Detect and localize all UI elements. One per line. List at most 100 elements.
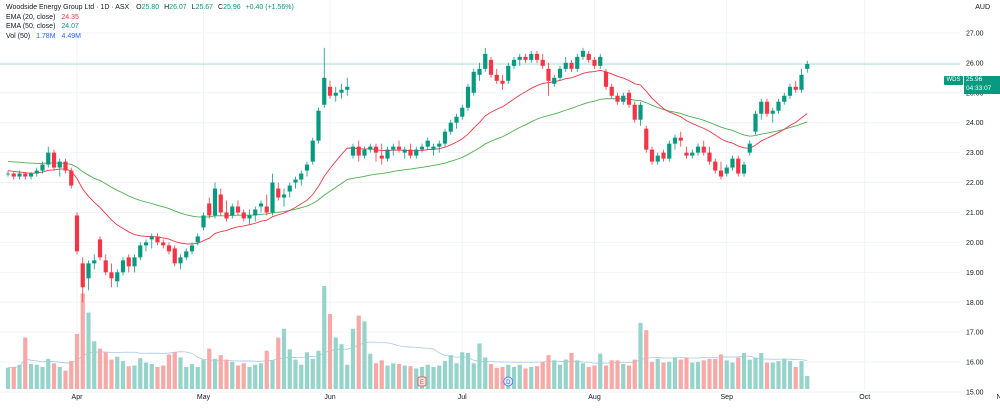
legend-ema20-row[interactable]: EMA (20, close) 24.35	[6, 13, 294, 23]
volume-bar	[299, 364, 304, 389]
candle-body	[80, 263, 85, 288]
candle-body	[419, 146, 425, 150]
candle	[465, 83, 471, 111]
legend-ema50-row[interactable]: EMA (50, close) 24.07	[6, 22, 294, 32]
candle	[477, 62, 482, 81]
candle	[586, 50, 591, 63]
candle-body	[362, 149, 367, 156]
price-tick-label: 16.00	[966, 360, 984, 367]
volume-bar	[655, 358, 660, 389]
candle	[172, 245, 177, 267]
currency-label[interactable]: AUD	[975, 4, 990, 11]
candle-body	[546, 68, 551, 81]
candle	[40, 161, 45, 174]
volume-bar	[621, 364, 626, 389]
event-marker-e[interactable]: E	[417, 376, 427, 387]
volume-bar	[649, 361, 655, 389]
volume-bar	[391, 363, 396, 389]
candle-body	[270, 182, 275, 213]
volume-bar	[632, 359, 637, 389]
volume-bar	[764, 362, 770, 389]
legend-volume-row[interactable]: Vol (50) 1.78M 4.49M	[6, 32, 294, 42]
candle-body	[626, 92, 632, 105]
candle-body	[5, 173, 11, 175]
candle-body	[97, 239, 103, 258]
candle-body	[552, 77, 557, 84]
candle-body	[557, 68, 563, 78]
ema50-line	[7, 98, 808, 218]
volume-bar	[667, 361, 672, 389]
volume-bar	[304, 352, 310, 389]
volume-bar	[540, 361, 545, 389]
candle-body	[103, 260, 108, 273]
open-label: O	[136, 4, 142, 11]
volume-bar	[212, 358, 218, 389]
candle-body	[379, 155, 384, 159]
ema20-line	[7, 69, 808, 245]
volume-bar	[86, 312, 91, 389]
candle-body	[425, 140, 430, 147]
volume-ma-value: 4.49M	[61, 32, 81, 40]
candle	[517, 53, 522, 66]
chart-legend: Woodside Energy Group Ltd · 1D · ASX O 25…	[6, 3, 294, 41]
candle	[241, 209, 246, 222]
candle-body	[506, 65, 511, 81]
candle	[701, 140, 706, 156]
volume-bar	[34, 364, 39, 389]
volume-bar	[678, 359, 683, 389]
volume-bar	[672, 357, 678, 389]
volume-bar	[281, 328, 287, 389]
volume-bar	[132, 365, 137, 389]
candle	[138, 242, 143, 261]
volume-bar	[644, 330, 649, 389]
candle	[74, 212, 80, 255]
candle	[281, 188, 287, 207]
price-tick-label: 15.00	[966, 390, 984, 397]
volume-bar	[322, 286, 327, 389]
candle-body	[92, 260, 97, 264]
candle	[753, 110, 758, 135]
candle-body	[28, 173, 34, 177]
volume-bar	[172, 352, 177, 389]
candle-body	[115, 272, 120, 282]
symbol-title: Woodside Energy Group Ltd · 1D · ASX	[6, 4, 130, 11]
volume-bar	[264, 350, 269, 389]
event-marker-d[interactable]: D	[503, 376, 514, 387]
close-label: C	[218, 4, 224, 11]
candle-body	[483, 53, 488, 69]
candle-body	[310, 140, 315, 162]
candle	[230, 203, 235, 219]
candle	[132, 254, 137, 273]
candle	[11, 172, 16, 180]
candle-body	[471, 71, 476, 93]
candle	[540, 53, 545, 69]
volume-bar	[460, 352, 465, 389]
candle-body	[540, 59, 545, 66]
candle-body	[638, 104, 643, 120]
candle-body	[143, 242, 149, 246]
candle	[529, 50, 534, 63]
candle	[379, 143, 384, 165]
candle	[304, 161, 310, 177]
volume-bar	[149, 364, 154, 389]
candle	[17, 170, 22, 180]
candle-body	[299, 173, 304, 180]
candle	[333, 86, 338, 102]
candle-body	[402, 149, 407, 153]
candle-body	[621, 95, 626, 102]
volume-bar	[615, 360, 620, 389]
candle-body	[69, 170, 74, 186]
candle-body	[500, 80, 505, 84]
price-tick-label: 26.00	[966, 60, 984, 67]
candle	[741, 161, 747, 177]
time-axis[interactable]: Apr May Jun Jul Aug Sep Oct Nov	[72, 394, 1000, 401]
candle-body	[172, 248, 177, 264]
volume-bar	[276, 337, 281, 389]
candle	[143, 239, 149, 252]
volume-bar	[552, 360, 557, 389]
close-value: 25.96	[223, 4, 241, 11]
candle-body	[718, 170, 724, 177]
